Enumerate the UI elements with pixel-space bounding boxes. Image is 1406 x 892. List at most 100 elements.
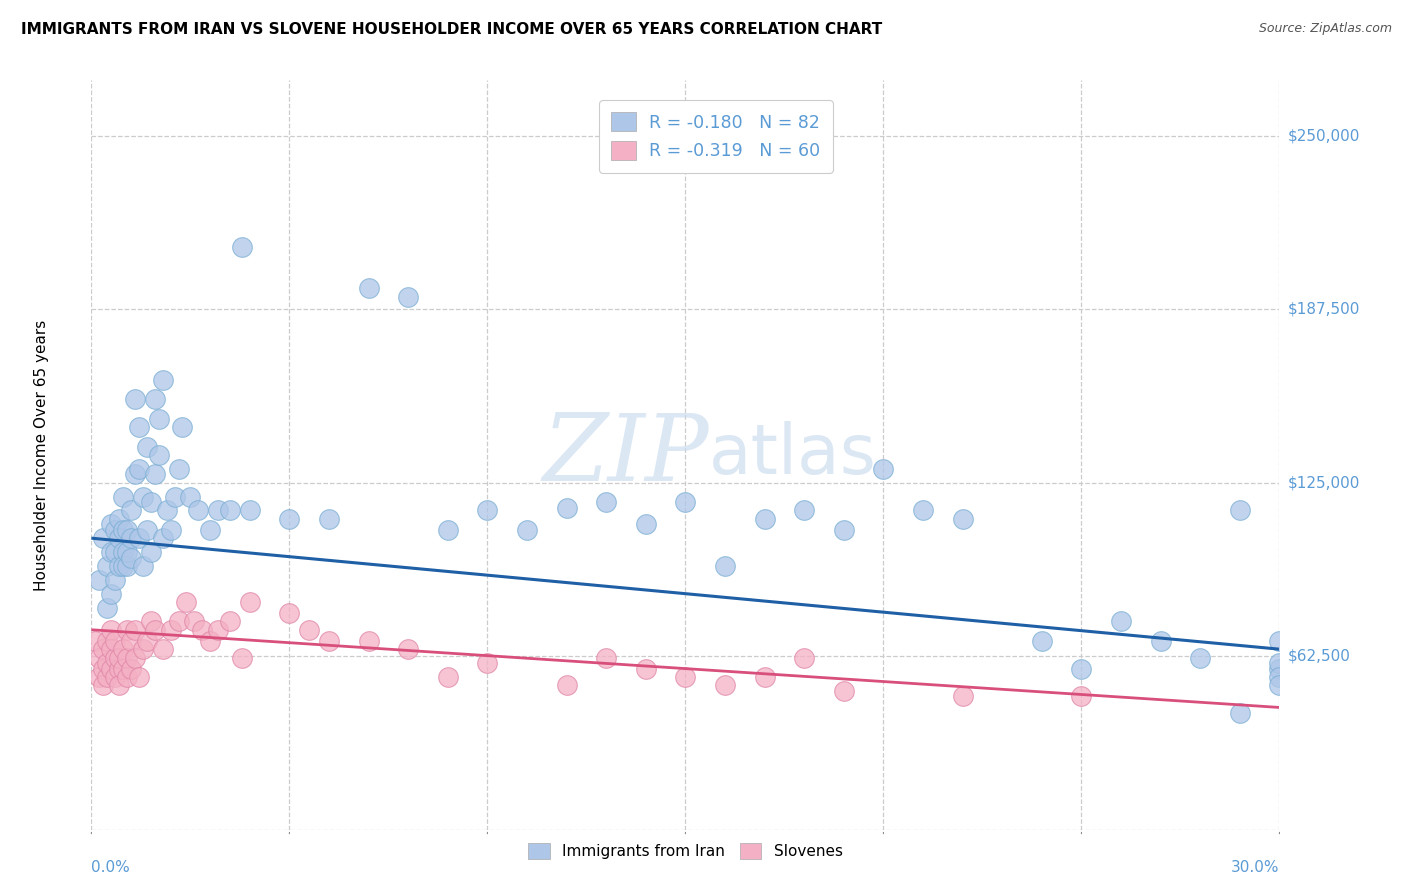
Point: [172, 420, 194, 434]
Point: [124, 392, 146, 407]
Point: [1189, 650, 1212, 665]
Point: [634, 517, 657, 532]
Point: [120, 633, 142, 648]
Point: [91, 531, 114, 545]
Point: [112, 662, 135, 676]
Point: [104, 573, 127, 587]
Point: [187, 503, 209, 517]
Point: [298, 623, 321, 637]
Point: [167, 615, 190, 629]
Point: [120, 550, 142, 565]
Point: [108, 512, 131, 526]
Point: [159, 523, 181, 537]
Point: [673, 670, 696, 684]
Point: [104, 670, 127, 684]
Point: [1268, 678, 1291, 692]
Point: [436, 670, 458, 684]
Point: [1109, 615, 1132, 629]
Point: [104, 633, 127, 648]
Point: [96, 670, 118, 684]
Point: [148, 448, 170, 462]
Point: [179, 490, 201, 504]
Point: [555, 500, 578, 515]
Point: [239, 503, 262, 517]
Point: [96, 558, 118, 573]
Point: [1268, 656, 1291, 670]
Point: [112, 558, 135, 573]
Point: [477, 656, 499, 670]
Point: [754, 512, 776, 526]
Point: [115, 623, 138, 637]
Point: [91, 642, 114, 657]
Point: [152, 531, 174, 545]
Point: [124, 623, 146, 637]
Point: [148, 412, 170, 426]
Point: [115, 558, 138, 573]
Point: [143, 623, 166, 637]
Point: [1150, 633, 1173, 648]
Point: [1031, 633, 1053, 648]
Text: IMMIGRANTS FROM IRAN VS SLOVENE HOUSEHOLDER INCOME OVER 65 YEARS CORRELATION CHA: IMMIGRANTS FROM IRAN VS SLOVENE HOUSEHOL…: [21, 22, 883, 37]
Point: [139, 615, 162, 629]
Point: [89, 650, 111, 665]
Point: [91, 662, 114, 676]
Point: [115, 545, 138, 559]
Point: [1070, 662, 1092, 676]
Point: [1268, 670, 1291, 684]
Point: [1268, 633, 1291, 648]
Point: [357, 281, 380, 295]
Point: [104, 650, 127, 665]
Point: [159, 623, 181, 637]
Text: atlas: atlas: [709, 421, 877, 489]
Point: [132, 558, 155, 573]
Point: [219, 503, 242, 517]
Point: [108, 558, 131, 573]
Point: [112, 523, 135, 537]
Point: [120, 503, 142, 517]
Point: [104, 523, 127, 537]
Text: $187,500: $187,500: [1288, 301, 1360, 317]
Point: [278, 512, 301, 526]
Text: Source: ZipAtlas.com: Source: ZipAtlas.com: [1258, 22, 1392, 36]
Point: [207, 503, 229, 517]
Point: [152, 642, 174, 657]
Point: [89, 573, 111, 587]
Point: [239, 595, 262, 609]
Point: [143, 392, 166, 407]
Point: [108, 531, 131, 545]
Point: [219, 615, 242, 629]
Legend: Immigrants from Iran, Slovenes: Immigrants from Iran, Slovenes: [520, 836, 851, 867]
Point: [952, 512, 974, 526]
Point: [200, 523, 222, 537]
Point: [396, 642, 419, 657]
Point: [100, 642, 122, 657]
Point: [89, 670, 111, 684]
Point: [793, 503, 815, 517]
Text: ZIP: ZIP: [543, 410, 709, 500]
Point: [100, 662, 122, 676]
Point: [115, 523, 138, 537]
Point: [318, 512, 340, 526]
Point: [167, 462, 190, 476]
Point: [176, 595, 198, 609]
Point: [477, 503, 499, 517]
Point: [143, 467, 166, 482]
Point: [714, 678, 737, 692]
Point: [152, 373, 174, 387]
Point: [120, 662, 142, 676]
Point: [108, 678, 131, 692]
Point: [1268, 662, 1291, 676]
Text: $250,000: $250,000: [1288, 128, 1360, 144]
Text: $62,500: $62,500: [1288, 648, 1351, 664]
Point: [128, 462, 150, 476]
Point: [84, 633, 107, 648]
Point: [516, 523, 538, 537]
Point: [100, 623, 122, 637]
Point: [128, 531, 150, 545]
Point: [952, 690, 974, 704]
Text: $125,000: $125,000: [1288, 475, 1360, 491]
Point: [120, 531, 142, 545]
Point: [754, 670, 776, 684]
Point: [108, 650, 131, 665]
Point: [436, 523, 458, 537]
